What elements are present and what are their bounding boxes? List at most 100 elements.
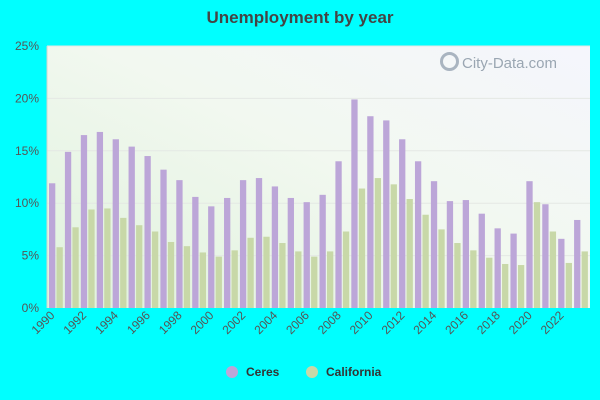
bar-california-2000 xyxy=(215,256,222,308)
legend-label-ceres: Ceres xyxy=(246,365,280,379)
x-tick-label: 2004 xyxy=(251,308,280,337)
x-tick-label: 2000 xyxy=(188,308,217,337)
y-tick-label: 5% xyxy=(22,249,40,263)
bar-california-2021 xyxy=(549,231,557,308)
bar-california-2016 xyxy=(470,250,477,308)
bar-ceres-2006 xyxy=(303,202,310,308)
bar-california-2006 xyxy=(311,256,318,308)
bar-california-2011 xyxy=(390,184,397,308)
bar-california-2015 xyxy=(454,243,461,308)
bar-california-2017 xyxy=(486,257,493,308)
bar-california-1996 xyxy=(151,231,159,308)
x-tick-label: 2006 xyxy=(283,308,312,337)
bar-ceres-2000 xyxy=(208,206,215,308)
x-tick-label: 1996 xyxy=(124,308,153,337)
bar-ceres-1992 xyxy=(80,135,88,308)
bar-ceres-2002 xyxy=(239,180,247,308)
x-tick-label: 2008 xyxy=(315,308,344,337)
y-tick-label: 15% xyxy=(15,144,39,158)
bar-ceres-2019 xyxy=(510,233,517,308)
bar-ceres-2004 xyxy=(271,186,279,308)
bar-california-2003 xyxy=(263,236,270,308)
bar-ceres-2021 xyxy=(542,204,549,308)
magnifier-icon xyxy=(440,52,459,71)
x-tick-label: 1992 xyxy=(60,308,89,337)
bar-ceres-1994 xyxy=(112,139,119,308)
bar-california-2018 xyxy=(502,263,509,308)
bar-ceres-2016 xyxy=(462,200,470,308)
bar-ceres-2007 xyxy=(319,194,326,308)
y-tick-label: 10% xyxy=(15,196,39,210)
bar-california-2004 xyxy=(279,243,286,308)
bar-california-2013 xyxy=(422,214,429,308)
bar-california-1992 xyxy=(88,209,95,308)
bar-california-2008 xyxy=(342,231,350,308)
bar-california-1990 xyxy=(56,247,63,308)
bar-ceres-1997 xyxy=(160,169,167,308)
bar-ceres-2012 xyxy=(399,139,406,308)
legend: Ceres California xyxy=(226,365,382,379)
bar-ceres-2005 xyxy=(287,197,294,308)
bar-california-1997 xyxy=(167,241,175,308)
legend-swatch-california xyxy=(306,366,318,378)
bar-ceres-2010 xyxy=(367,116,374,308)
bar-california-1993 xyxy=(104,208,111,308)
bar-ceres-2011 xyxy=(383,120,390,308)
x-tick-label: 2016 xyxy=(442,308,471,337)
bar-ceres-2023 xyxy=(574,219,581,308)
bar-ceres-2022 xyxy=(558,238,565,308)
bar-california-2020 xyxy=(533,202,541,308)
bar-ceres-1999 xyxy=(192,196,199,308)
x-tick-label: 2012 xyxy=(379,308,408,337)
bar-ceres-2018 xyxy=(494,228,501,308)
bar-ceres-2008 xyxy=(335,161,342,308)
bar-california-2001 xyxy=(231,250,238,308)
bar-california-2023 xyxy=(581,251,588,308)
x-axis: 1990 1992 1994 1996 1998 2000 2002 2004 2006 2008… xyxy=(29,308,567,337)
bar-ceres-2014 xyxy=(430,181,438,308)
x-tick-label: 1998 xyxy=(156,308,185,337)
y-tick-label: 20% xyxy=(15,91,39,105)
y-tick-label: 25% xyxy=(15,39,39,53)
x-tick-label: 2018 xyxy=(474,308,503,337)
bar-ceres-2001 xyxy=(224,197,231,308)
bar-ceres-1993 xyxy=(96,131,104,308)
bar-california-1991 xyxy=(72,227,79,308)
x-tick-label: 2010 xyxy=(347,308,376,337)
bar-california-2014 xyxy=(438,229,445,308)
x-tick-label: 2020 xyxy=(506,308,535,337)
bar-california-2007 xyxy=(327,251,334,308)
chart-title: Unemployment by year xyxy=(206,8,394,27)
bar-california-2005 xyxy=(295,251,302,308)
plot-area xyxy=(47,46,590,308)
bar-ceres-2003 xyxy=(255,178,263,308)
watermark-text: City-Data.com xyxy=(462,55,558,72)
bar-california-2009 xyxy=(358,188,366,308)
x-tick-label: 2014 xyxy=(411,308,440,337)
bars xyxy=(49,99,588,308)
bar-ceres-1991 xyxy=(64,151,72,308)
bar-california-2022 xyxy=(565,262,572,308)
x-tick-label: 1994 xyxy=(92,308,121,337)
bar-ceres-2015 xyxy=(446,201,454,308)
legend-swatch-ceres xyxy=(226,366,238,378)
watermark: City-Data.com xyxy=(440,52,557,72)
bar-ceres-1998 xyxy=(176,180,183,308)
bar-ceres-1990 xyxy=(49,183,56,308)
bar-ceres-1996 xyxy=(144,156,151,308)
bar-california-1999 xyxy=(199,252,207,308)
x-tick-label: 2022 xyxy=(538,308,567,337)
bar-california-2002 xyxy=(247,237,254,308)
bar-california-1998 xyxy=(183,246,191,308)
y-axis: 0% 5% 10% 15% 20% 25% xyxy=(15,39,48,315)
bar-ceres-2013 xyxy=(414,161,422,308)
legend-label-california: California xyxy=(326,365,382,379)
bar-california-2010 xyxy=(374,178,382,308)
y-tick-label: 0% xyxy=(22,301,40,315)
x-tick-label: 2002 xyxy=(220,308,249,337)
bar-ceres-1995 xyxy=(128,146,135,308)
bar-california-2019 xyxy=(517,265,525,308)
bar-california-2012 xyxy=(406,199,413,308)
bar-ceres-2009 xyxy=(351,99,358,308)
